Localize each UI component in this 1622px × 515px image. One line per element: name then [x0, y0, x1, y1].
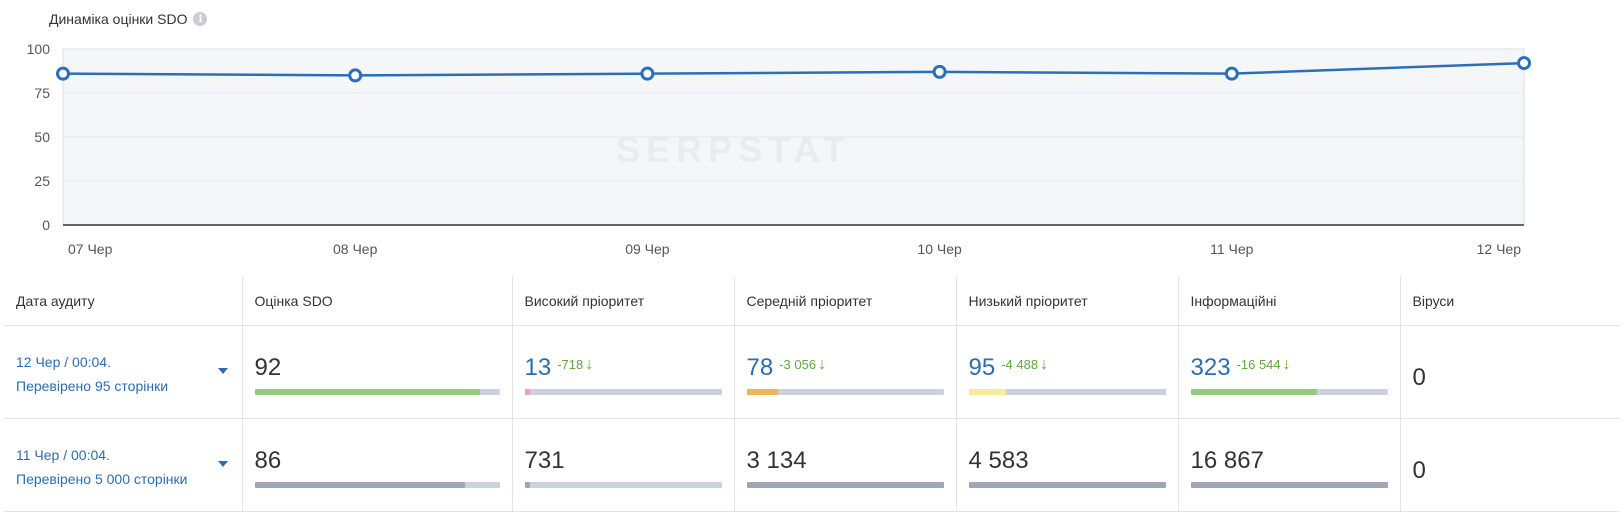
audit-date-cell[interactable]: 11 Чер / 00:04. Перевірено 5 000 сторінк… [4, 419, 242, 512]
medium-priority-cell: 3 134 [733, 418, 956, 512]
header-viruses[interactable]: Віруси [1399, 276, 1619, 326]
series-line [62, 61, 1525, 77]
audit-date-cell[interactable]: 12 Чер / 00:04. Перевірено 95 сторінки [4, 326, 242, 419]
medium-priority-bar [746, 482, 944, 488]
sdo-score-cell: 92 [241, 325, 512, 419]
header-high-priority[interactable]: Високий пріоритет [511, 276, 734, 326]
x-tick-label: 11 Чер [1210, 241, 1254, 257]
viruses-cell: 0 [1399, 325, 1619, 419]
chevron-down-icon[interactable] [217, 461, 228, 467]
high-priority-bar-fill [524, 389, 531, 395]
sdo-score-bar [254, 389, 500, 395]
header-medium-priority[interactable]: Середній пріоритет [733, 276, 956, 326]
chevron-down-icon[interactable] [217, 368, 228, 374]
data-point[interactable] [56, 66, 70, 81]
x-tick-label: 09 Чер [625, 241, 670, 257]
low-priority-bar-fill [968, 389, 1006, 395]
informational-bar-fill [1190, 389, 1317, 395]
high-priority-cell: 13 -718 ↓ [511, 325, 734, 419]
x-tick-label: 07 Чер [68, 241, 113, 257]
chart-title: Динаміка оцінки SDO i [49, 11, 208, 27]
checked-pages-link[interactable]: Перевірено 95 сторінки [16, 378, 169, 394]
sdo-score-cell: 86 [241, 418, 512, 512]
table-row: 12 Чер / 00:04. Перевірено 95 сторінки 9… [4, 325, 1619, 419]
high-priority-bar [524, 389, 722, 395]
data-point[interactable] [1224, 66, 1239, 81]
data-point[interactable] [348, 68, 363, 83]
y-tick-label: 75 [34, 85, 50, 101]
info-icon[interactable]: i [193, 12, 208, 26]
sdo-score-value: 86 [254, 447, 282, 474]
low-priority-value: 4 583 [968, 447, 1029, 474]
table-row: 11 Чер / 00:04. Перевірено 5 000 сторінк… [4, 418, 1619, 512]
high-priority-value[interactable]: 13 [524, 354, 552, 381]
sdo-score-bar-fill [254, 389, 480, 395]
sdo-score-value: 92 [254, 354, 282, 381]
low-priority-cell: 95 -4 488 ↓ [955, 325, 1178, 419]
data-point[interactable] [1517, 56, 1531, 71]
audit-date-link[interactable]: 12 Чер / 00:04. [16, 354, 111, 370]
x-tick-label: 08 Чер [333, 241, 378, 257]
data-point[interactable] [640, 66, 655, 81]
arrow-down-icon: ↓ [1040, 355, 1049, 373]
high-priority-bar [524, 482, 722, 488]
high-priority-cell: 731 [511, 418, 734, 512]
informational-bar [1190, 482, 1388, 488]
arrow-down-icon: ↓ [585, 355, 594, 373]
header-audit-date[interactable]: Дата аудиту [16, 292, 95, 309]
viruses-value: 0 [1412, 457, 1426, 484]
medium-priority-bar-fill [746, 389, 779, 395]
informational-cell: 16 867 [1177, 418, 1400, 512]
informational-value: 16 867 [1190, 447, 1264, 474]
medium-priority-bar [746, 389, 944, 395]
checked-pages-link[interactable]: Перевірено 5 000 сторінки [16, 471, 188, 487]
medium-priority-value: 3 134 [746, 447, 807, 474]
audit-table: Дата аудиту Оцінка SDO Високий пріоритет… [4, 276, 1619, 512]
high-priority-delta: -718 ↓ [557, 355, 594, 373]
high-priority-bar-fill [524, 482, 531, 488]
table-header-row: Дата аудиту Оцінка SDO Високий пріоритет… [4, 276, 1619, 326]
medium-priority-cell: 78 -3 056 ↓ [733, 325, 956, 419]
informational-value[interactable]: 323 [1190, 354, 1231, 381]
high-priority-value: 731 [524, 447, 565, 474]
y-tick-label: 100 [27, 41, 51, 57]
watermark-logo: SERPSTAT [616, 129, 851, 170]
data-point[interactable] [932, 64, 947, 79]
header-informational[interactable]: Інформаційні [1177, 276, 1400, 326]
viruses-value: 0 [1412, 364, 1426, 391]
arrow-down-icon: ↓ [1282, 355, 1291, 373]
header-sdo-score[interactable]: Оцінка SDO [241, 276, 512, 326]
x-tick-label: 12 Чер [1477, 241, 1522, 257]
x-tick-label: 10 Чер [917, 241, 962, 257]
low-priority-bar [968, 482, 1166, 488]
informational-cell: 323 -16 544 ↓ [1177, 325, 1400, 419]
arrow-down-icon: ↓ [818, 355, 827, 373]
low-priority-cell: 4 583 [955, 418, 1178, 512]
y-tick-label: 0 [42, 217, 50, 233]
informational-bar [1190, 389, 1388, 395]
informational-bar-fill [1190, 482, 1388, 488]
informational-delta: -16 544 ↓ [1236, 355, 1291, 373]
low-priority-delta: -4 488 ↓ [1001, 355, 1049, 373]
viruses-cell: 0 [1399, 418, 1619, 512]
low-priority-bar-fill [968, 482, 1166, 488]
low-priority-value[interactable]: 95 [968, 354, 996, 381]
audit-date-link[interactable]: 11 Чер / 00:04. [16, 447, 110, 463]
chart-title-text: Динаміка оцінки SDO [49, 11, 188, 27]
header-low-priority[interactable]: Низький пріоритет [955, 276, 1178, 326]
sdo-score-bar [254, 482, 500, 488]
y-tick-label: 25 [34, 173, 50, 189]
y-tick-label: 50 [34, 129, 50, 145]
low-priority-bar [968, 389, 1166, 395]
medium-priority-delta: -3 056 ↓ [779, 355, 827, 373]
sdo-line-chart: SERPSTAT 0 25 50 75 100 07 Чер 08 Чер 09 Чер 10 Ч… [27, 41, 1531, 257]
medium-priority-bar-fill [746, 482, 944, 488]
medium-priority-value[interactable]: 78 [746, 354, 774, 381]
sdo-score-bar-fill [254, 482, 466, 488]
